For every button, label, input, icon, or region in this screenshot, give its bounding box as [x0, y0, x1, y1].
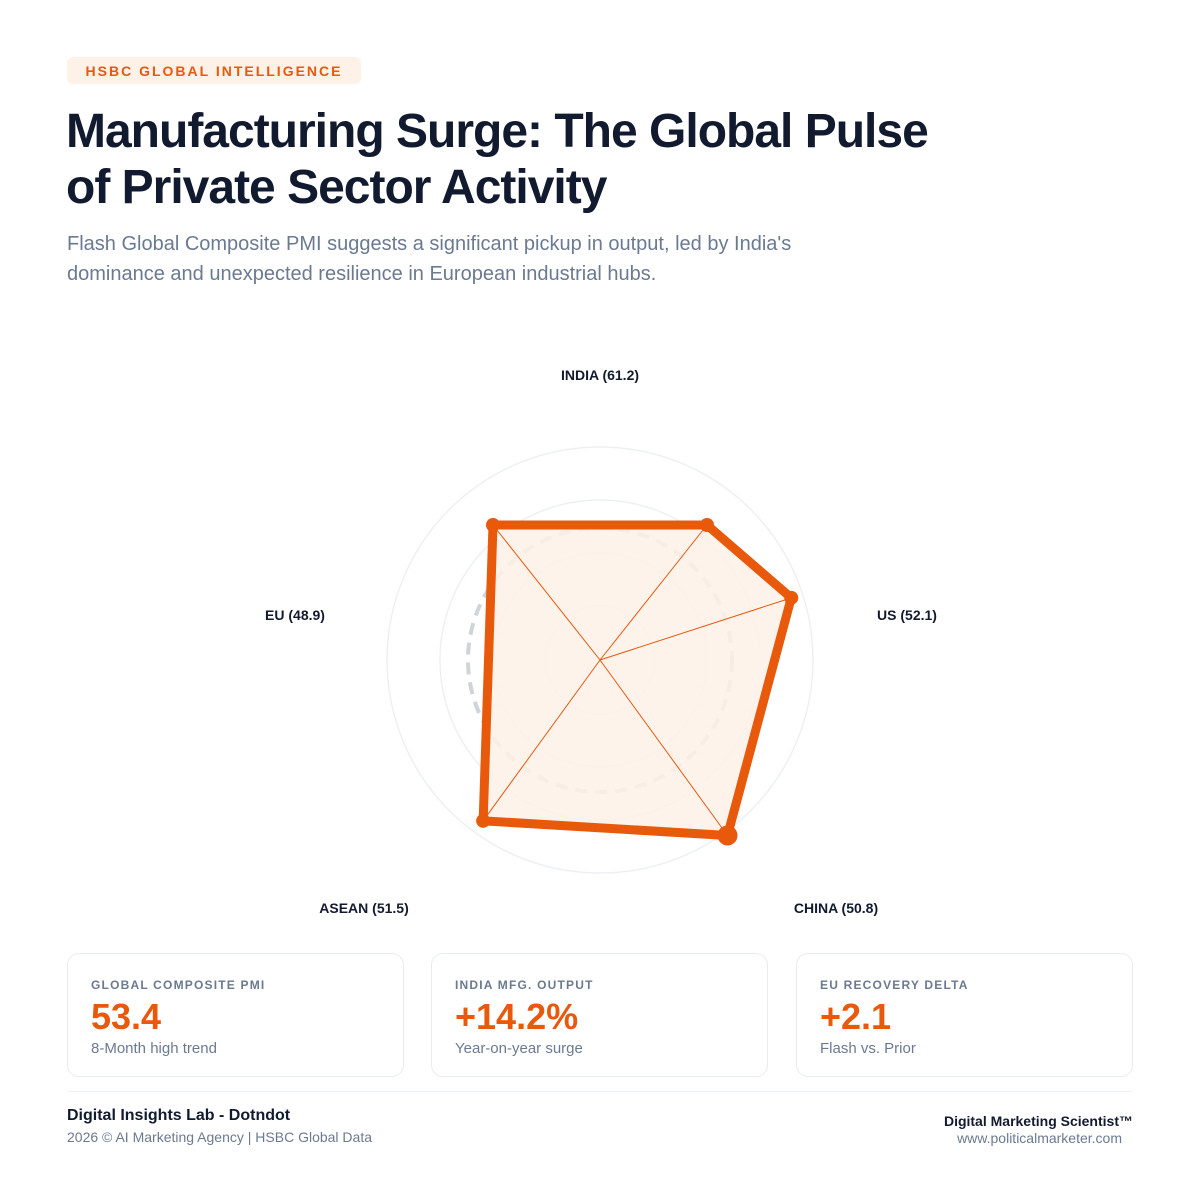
card-sub: 8-Month high trend: [91, 1040, 217, 1057]
card-global-composite-pmi: GLOBAL COMPOSITE PMI 53.4 8-Month high t…: [67, 953, 404, 1077]
series-area: [478, 520, 796, 840]
spoke-2: [599, 524, 708, 661]
axis-label-us: US (52.1): [877, 607, 937, 623]
card-value: +2.1: [820, 996, 892, 1037]
data-point-1: [486, 518, 500, 532]
footer-website: www.politicalmarketer.com: [957, 1130, 1122, 1146]
footer-divider: [67, 1091, 1133, 1092]
card-label: EU RECOVERY DELTA: [820, 978, 969, 992]
axis-label-asean: ASEAN (51.5): [319, 900, 408, 916]
radar-series: [476, 518, 799, 846]
data-point-4: [717, 825, 738, 846]
card-india-mfg-output: INDIA MFG. OUTPUT +14.2% Year-on-year su…: [431, 953, 768, 1077]
grid-circle-4: [386, 446, 814, 874]
axis-label-india: INDIA (61.2): [561, 367, 639, 383]
card-label: GLOBAL COMPOSITE PMI: [91, 978, 266, 992]
data-point-2: [700, 518, 714, 532]
header-tag: HSBC GLOBAL INTELLIGENCE: [67, 57, 361, 84]
card-sub: Flash vs. Prior: [820, 1040, 916, 1057]
card-label: INDIA MFG. OUTPUT: [455, 978, 594, 992]
card-sub: Year-on-year surge: [455, 1040, 583, 1057]
footer-copyright: 2026 © AI Marketing Agency | HSBC Global…: [67, 1129, 372, 1145]
data-point-5: [476, 813, 491, 828]
axis-label-china: CHINA (50.8): [794, 900, 878, 916]
axis-label-eu: EU (48.9): [265, 607, 325, 623]
page-title: Manufacturing Surge: The Global Pulse of…: [66, 105, 929, 214]
spoke-4: [599, 659, 728, 836]
spoke-3: [599, 597, 792, 661]
page-subtitle: Flash Global Composite PMI suggests a si…: [67, 233, 792, 285]
card-value: +14.2%: [455, 996, 579, 1037]
footer-credit: Digital Marketing Scientist™: [943, 1113, 1133, 1129]
spoke-1: [492, 524, 601, 661]
footer-brand: Digital Insights Lab - Dotndot: [67, 1107, 291, 1124]
spoke-5: [482, 659, 601, 822]
axis-labels: INDIA (61.2) US (52.1) CHINA (50.8) ASEAN (…: [265, 367, 937, 916]
data-point-3: [784, 590, 799, 605]
card-eu-recovery-delta: EU RECOVERY DELTA +2.1 Flash vs. Prior: [796, 953, 1133, 1077]
card-value: 53.4: [91, 996, 162, 1037]
